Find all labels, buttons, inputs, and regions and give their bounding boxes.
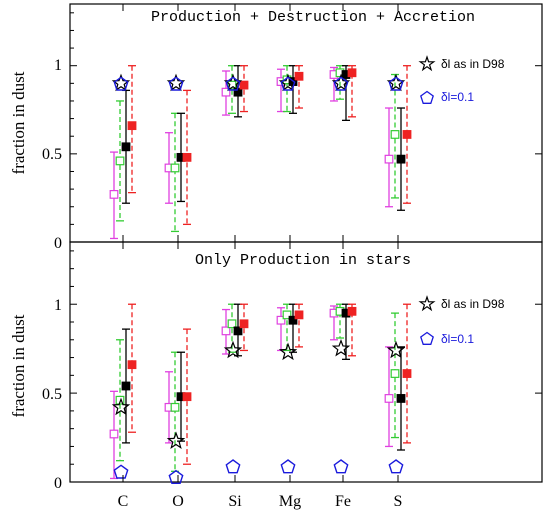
panel-top-ytick-0: 0 — [54, 235, 62, 252]
pentagon-point-Fe — [333, 459, 349, 474]
legend-pentagon-icon — [420, 331, 434, 345]
x-label-S: S — [394, 493, 403, 510]
red-point-Si — [239, 319, 249, 329]
legend-star-label: δl as in D98 — [441, 57, 505, 71]
green-point-C — [115, 156, 125, 166]
black-point-S — [396, 154, 406, 164]
panel-bottom-title: Only Production in stars — [195, 252, 411, 269]
legend-pentagon-icon — [420, 90, 434, 104]
pentagon-point-O — [168, 76, 184, 91]
green-point-Mg — [282, 310, 292, 320]
magenta-point-S — [384, 154, 394, 164]
pentagon-point-C — [113, 464, 129, 479]
x-label-Fe: Fe — [335, 493, 351, 510]
legend-pentagon-label: δl=0.1 — [441, 332, 474, 346]
green-point-C — [115, 395, 125, 405]
panel-bottom-ytick-1: 1 — [54, 297, 62, 314]
panel-top-ytick-1: 1 — [54, 57, 62, 74]
legend-star-icon — [418, 295, 436, 312]
panel-top-legend: δl as in D98 δl=0.1 — [418, 55, 505, 104]
pentagon-point-Si — [225, 459, 241, 474]
x-axis-category-labels: C O Si Mg Fe S — [118, 493, 403, 510]
green-point-S — [390, 130, 400, 139]
red-point-C — [127, 121, 137, 131]
legend-pentagon-label: δl=0.1 — [441, 90, 474, 104]
red-point-Fe — [347, 306, 357, 316]
panel-top-title: Production + Destruction + Accretion — [151, 9, 475, 26]
black-point-Si — [233, 326, 243, 336]
star-point-S — [386, 340, 406, 359]
star-point-Si — [223, 340, 243, 359]
magenta-point-Si — [221, 87, 231, 97]
pentagon-point-O — [168, 469, 184, 485]
black-point-C — [121, 381, 131, 391]
green-point-O — [170, 402, 180, 412]
red-point-O — [182, 152, 192, 162]
pentagon-point-C — [113, 76, 129, 91]
star-point-C — [111, 397, 131, 416]
star-point-O — [166, 431, 186, 449]
magenta-point-C — [109, 429, 119, 439]
black-point-S — [396, 394, 406, 403]
green-point-Si — [227, 319, 237, 329]
red-point-Si — [239, 80, 249, 90]
pentagon-point-S — [388, 459, 404, 474]
red-point-Mg — [294, 310, 304, 320]
panel-top-ylabel: fraction in dust — [9, 71, 28, 174]
panel-bottom-ytick-0: 0 — [54, 475, 62, 492]
black-point-Mg — [288, 315, 298, 325]
x-label-O: O — [172, 493, 184, 510]
panel-bottom-marks — [109, 303, 412, 485]
green-point-S — [390, 369, 400, 378]
panel-bottom: Only Production in stars fraction in dus… — [9, 241, 543, 492]
panel-bottom-frame — [69, 241, 543, 483]
panel-top-ticks — [70, 4, 542, 243]
star-point-Fe — [331, 338, 351, 357]
x-label-C: C — [118, 493, 129, 510]
pentagon-point-Mg — [280, 459, 296, 474]
red-point-O — [182, 392, 192, 402]
pentagon-point-S — [388, 76, 404, 91]
red-point-C — [127, 360, 137, 370]
panel-bottom-ylabel: fraction in dust — [9, 314, 28, 417]
magenta-point-Mg — [276, 315, 286, 325]
pentagon-point-Mg — [280, 76, 296, 91]
panel-bottom-legend: δl as in D98 δl=0.1 — [418, 295, 505, 346]
green-point-O — [170, 163, 180, 173]
red-point-Fe — [347, 68, 357, 78]
red-point-S — [402, 369, 412, 378]
red-point-Mg — [294, 71, 304, 81]
black-point-C — [121, 142, 131, 152]
panel-top: Production + Destruction + Accretion fra… — [9, 3, 543, 252]
panel-top-marks — [109, 65, 412, 240]
magenta-point-Si — [221, 326, 231, 336]
panel-top-ytick-0.5: 0.5 — [42, 146, 62, 163]
x-label-Si: Si — [228, 493, 242, 510]
red-point-S — [402, 130, 412, 139]
panel-bottom-ytick-0.5: 0.5 — [42, 386, 62, 403]
magenta-point-C — [109, 190, 119, 199]
pentagon-point-Si — [225, 76, 241, 91]
legend-star-icon — [418, 55, 436, 72]
magenta-point-S — [384, 394, 394, 403]
star-point-Mg — [278, 342, 298, 361]
panel-top-frame — [69, 3, 543, 243]
x-label-Mg: Mg — [279, 493, 301, 510]
legend-star-label: δl as in D98 — [441, 297, 505, 311]
pentagon-point-Fe — [333, 76, 349, 91]
panel-bottom-ticks — [70, 242, 542, 483]
